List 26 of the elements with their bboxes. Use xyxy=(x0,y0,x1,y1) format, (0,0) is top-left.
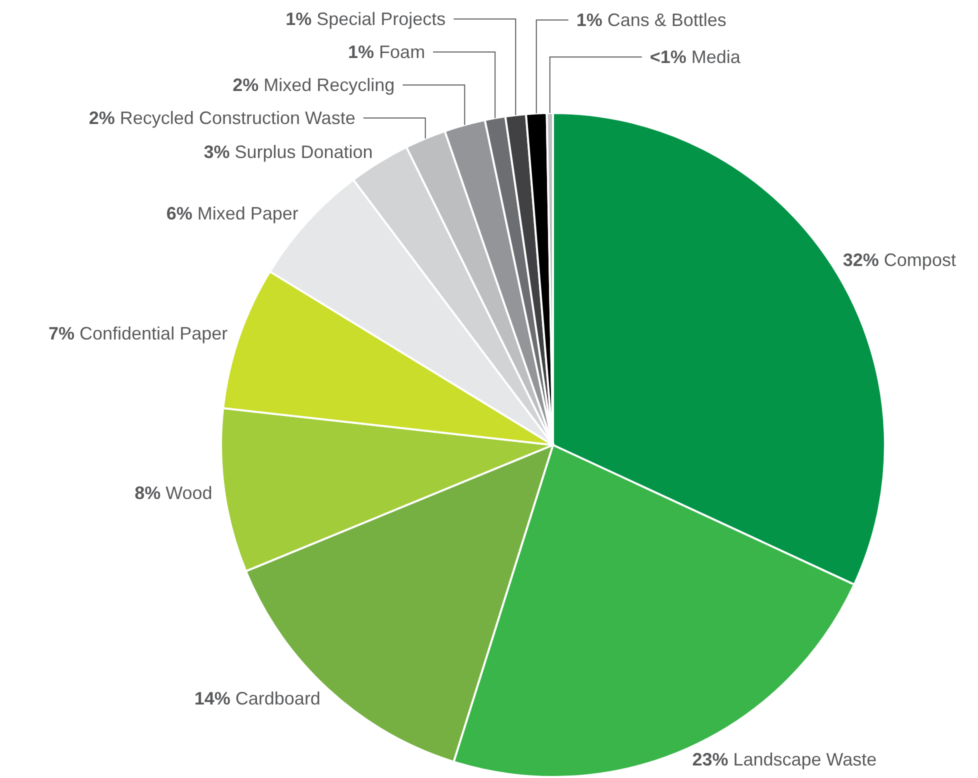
data-label: 23% xyxy=(692,750,728,770)
slice-label: Wood xyxy=(160,482,212,503)
data-label: 2% xyxy=(232,75,259,95)
data-label: 8% xyxy=(134,482,161,503)
data-label: 1% xyxy=(286,9,312,29)
slice-label: Foam xyxy=(374,42,426,62)
slice-label: Mixed Recycling xyxy=(258,75,395,95)
data-label: 1% xyxy=(348,42,374,62)
slice-label: Cans & Bottles xyxy=(602,10,726,30)
slice-label: Media xyxy=(686,47,742,67)
slice-label: Confidential Paper xyxy=(74,323,228,344)
data-label: 6% xyxy=(166,204,192,224)
data-label: <1% xyxy=(650,47,686,67)
slice-label: Landscape Waste xyxy=(728,750,877,770)
data-label: 14% xyxy=(194,688,230,708)
data-label: 7% xyxy=(48,323,74,344)
data-label: 32% xyxy=(842,250,879,270)
slice-label: Compost xyxy=(878,250,956,270)
data-label: 1% xyxy=(576,10,602,30)
slice-label: Recycled Construction Waste xyxy=(114,108,356,128)
slice-label: Mixed Paper xyxy=(192,204,298,224)
slice-label: Special Projects xyxy=(312,9,446,29)
slice-label: Cardboard xyxy=(230,688,320,708)
data-label: 3% xyxy=(204,142,230,162)
slice-label: Surplus Donation xyxy=(230,142,373,162)
data-label: 2% xyxy=(88,108,115,128)
